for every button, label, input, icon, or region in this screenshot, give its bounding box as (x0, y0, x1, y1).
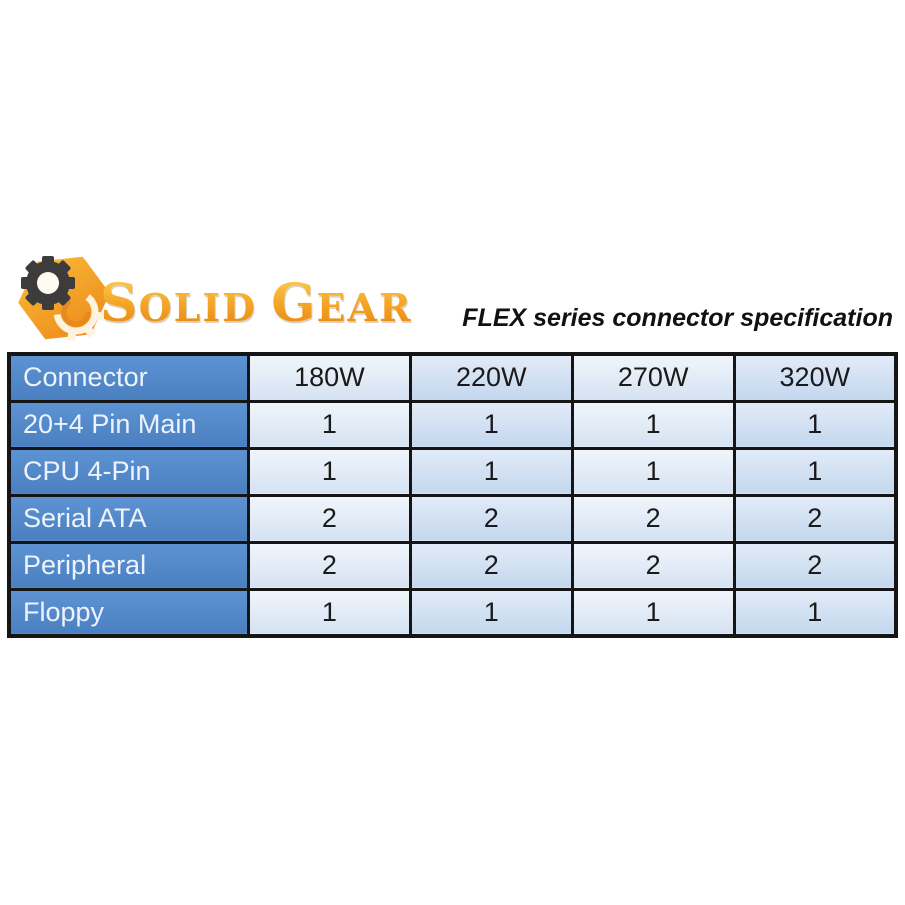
table-header-row: Connector 180W 220W 270W 320W (7, 352, 898, 403)
column-header-320w: 320W (732, 352, 898, 403)
cell-value: 2 (408, 540, 574, 591)
cell-value: 1 (408, 446, 574, 497)
row-label: CPU 4-Pin (7, 446, 250, 497)
cell-value: 1 (570, 446, 736, 497)
brand-letter: G (271, 273, 317, 334)
row-label: 20+4 Pin Main (7, 399, 250, 450)
cell-value: 1 (570, 399, 736, 450)
brand-wordmark: SOLID GEAR (100, 278, 413, 330)
cell-value: 2 (570, 540, 736, 591)
cell-value: 2 (246, 493, 412, 544)
cell-value: 1 (732, 399, 898, 450)
table-row: Serial ATA 2 2 2 2 (7, 493, 898, 544)
brand-letter: S (100, 273, 139, 334)
column-header-220w: 220W (408, 352, 574, 403)
cell-value: 1 (246, 446, 412, 497)
brand-logo: SOLID GEAR (12, 250, 413, 346)
row-label: Serial ATA (7, 493, 250, 544)
gear-hexagon-icon (18, 256, 110, 342)
cell-value: 2 (732, 540, 898, 591)
row-label: Peripheral (7, 540, 250, 591)
table-row: CPU 4-Pin 1 1 1 1 (7, 446, 898, 497)
brand-letters: OLID (138, 285, 258, 330)
cell-value: 2 (408, 493, 574, 544)
cell-value: 1 (246, 587, 412, 638)
column-header-180w: 180W (246, 352, 412, 403)
column-header-connector: Connector (7, 352, 250, 403)
cell-value: 1 (408, 587, 574, 638)
table-row: 20+4 Pin Main 1 1 1 1 (7, 399, 898, 450)
cell-value: 1 (570, 587, 736, 638)
cell-value: 2 (732, 493, 898, 544)
cell-value: 1 (246, 399, 412, 450)
row-label: Floppy (7, 587, 250, 638)
column-header-270w: 270W (570, 352, 736, 403)
table-row: Floppy 1 1 1 1 (7, 587, 898, 638)
cell-value: 2 (570, 493, 736, 544)
brand-letters: EAR (316, 285, 413, 330)
series-tagline: FLEX series connector specification (462, 304, 893, 332)
cell-value: 1 (408, 399, 574, 450)
cell-value: 1 (732, 446, 898, 497)
cell-value: 2 (246, 540, 412, 591)
connector-spec-table: Connector 180W 220W 270W 320W 20+4 Pin M… (7, 352, 898, 638)
cell-value: 1 (732, 587, 898, 638)
table-row: Peripheral 2 2 2 2 (7, 540, 898, 591)
